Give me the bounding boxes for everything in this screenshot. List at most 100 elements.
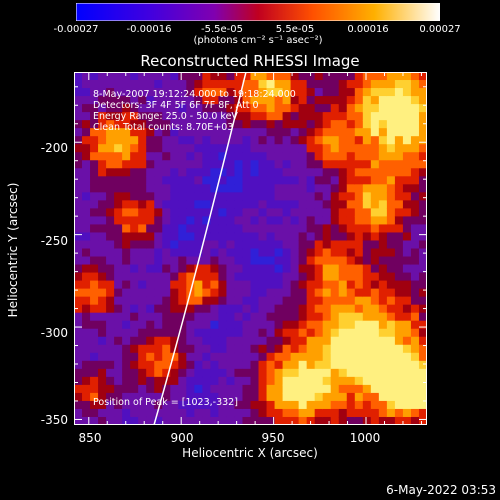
heatmap-cell	[130, 248, 139, 258]
heatmap-cell	[274, 216, 284, 226]
heatmap-cell	[90, 384, 99, 394]
heatmap-cell	[258, 96, 268, 105]
heatmap-cell	[362, 384, 372, 394]
heatmap-cell	[266, 152, 276, 161]
heatmap-cell	[218, 176, 228, 185]
heatmap-cell	[98, 160, 107, 169]
heatmap-cell	[410, 296, 420, 306]
heatmap-cell	[386, 392, 396, 402]
heatmap-cell	[146, 72, 155, 81]
heatmap-cell	[370, 376, 380, 386]
heatmap-cell	[186, 328, 195, 338]
heatmap-cell	[98, 144, 107, 153]
heatmap-cell	[82, 256, 91, 266]
heatmap-cell	[258, 168, 268, 177]
heatmap-cell	[346, 248, 356, 258]
heatmap-cell	[178, 176, 187, 185]
heatmap-cell	[250, 344, 260, 354]
heatmap-cell	[218, 216, 228, 226]
heatmap-cell	[306, 200, 316, 209]
heatmap-cell	[122, 272, 131, 282]
heatmap-cell	[234, 288, 244, 298]
heatmap-cell	[202, 160, 211, 169]
heatmap-cell	[306, 344, 316, 354]
heatmap-cell	[194, 328, 203, 338]
heatmap-cell	[386, 200, 396, 209]
heatmap-cell	[202, 416, 211, 425]
heatmap-cell	[146, 200, 155, 209]
heatmap-cell	[362, 136, 372, 145]
heatmap-cell	[130, 200, 139, 209]
heatmap-cell	[122, 376, 131, 386]
heatmap-cell	[266, 208, 276, 218]
heatmap-cell	[74, 208, 83, 218]
heatmap-cell	[394, 96, 404, 105]
x-tick-label: 950	[261, 431, 285, 445]
heatmap-cell	[322, 200, 332, 209]
heatmap-cell	[234, 312, 244, 322]
heatmap-cell	[178, 312, 187, 322]
heatmap-cell	[386, 208, 396, 218]
heatmap-cell	[298, 328, 308, 338]
heatmap-cell	[298, 344, 308, 354]
heatmap-cell	[306, 88, 316, 97]
heatmap-cell	[362, 160, 372, 169]
heatmap-cell	[138, 112, 147, 121]
heatmap-cell	[354, 224, 364, 234]
heatmap-cell	[250, 184, 260, 193]
heatmap-cell	[378, 88, 388, 97]
heatmap-cell	[138, 192, 147, 201]
heatmap-cell	[202, 288, 211, 298]
heatmap-cell	[250, 168, 260, 177]
heatmap-cell	[298, 72, 308, 81]
heatmap-cell	[138, 304, 147, 314]
heatmap-cell	[314, 384, 324, 394]
heatmap-cell	[234, 296, 244, 306]
heatmap-cell	[82, 112, 91, 121]
heatmap-cell	[338, 392, 348, 402]
heatmap-cell	[218, 296, 228, 306]
heatmap-cell	[282, 272, 292, 282]
heatmap-cell	[154, 264, 163, 274]
heatmap-cell	[226, 360, 236, 370]
heatmap-cell	[362, 96, 372, 105]
heatmap-cell	[98, 336, 107, 346]
heatmap-cell	[90, 296, 99, 306]
heatmap-cell	[170, 184, 179, 193]
heatmap-cell	[242, 304, 252, 314]
heatmap-cell	[186, 352, 195, 362]
heatmap-cell	[322, 408, 332, 418]
heatmap-cell	[74, 360, 83, 370]
heatmap-cell	[178, 144, 187, 153]
heatmap-cell	[178, 136, 187, 145]
heatmap-cell	[418, 392, 427, 402]
heatmap-cell	[114, 416, 123, 425]
heatmap-cell	[98, 344, 107, 354]
heatmap-cell	[266, 264, 276, 274]
heatmap-cell	[402, 192, 412, 201]
heatmap-cell	[386, 96, 396, 105]
heatmap-cell	[162, 360, 171, 370]
heatmap-cell	[362, 200, 372, 209]
heatmap-cell	[330, 120, 340, 129]
heatmap-cell	[194, 208, 203, 218]
heatmap-cell	[74, 184, 83, 193]
heatmap-cell	[186, 200, 195, 209]
heatmap-cell	[170, 216, 179, 226]
heatmap-cell	[386, 256, 396, 266]
heatmap-cell	[82, 200, 91, 209]
heatmap-cell	[346, 80, 356, 89]
heatmap-cell	[122, 168, 131, 177]
heatmap-cell	[202, 256, 211, 266]
heatmap-cell	[170, 280, 179, 290]
heatmap-cell	[226, 136, 236, 145]
heatmap-cell	[314, 208, 324, 218]
heatmap-cell	[290, 360, 300, 370]
heatmap-cell	[258, 360, 268, 370]
heatmap-cell	[218, 320, 228, 330]
heatmap-cell	[314, 296, 324, 306]
heatmap-cell	[114, 216, 123, 226]
heatmap-cell	[290, 168, 300, 177]
heatmap-cell	[370, 208, 380, 218]
heatmap-cell	[386, 336, 396, 346]
